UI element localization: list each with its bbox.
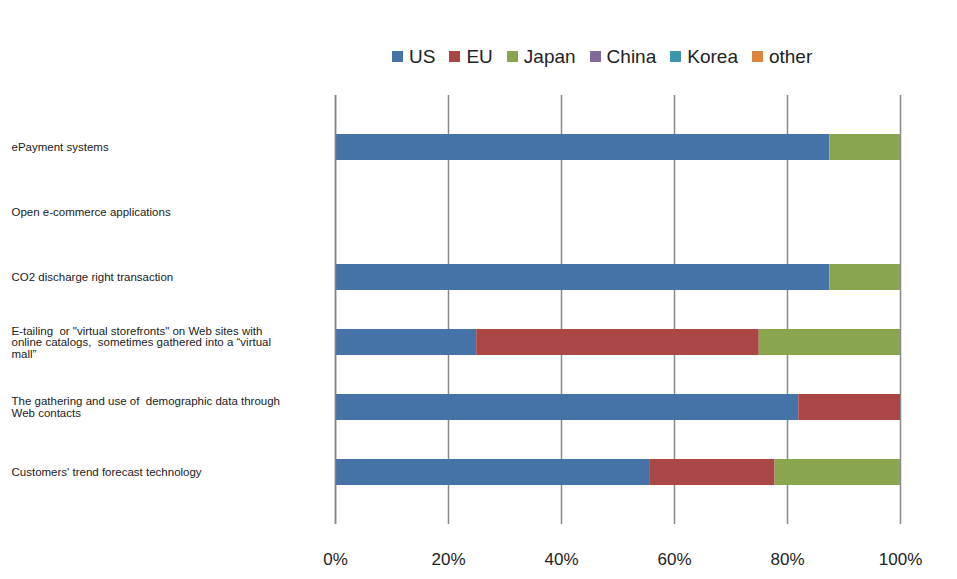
svg-text:0%: 0% bbox=[323, 550, 348, 569]
html-text:other: other bbox=[769, 46, 813, 67]
svg-text:60%: 60% bbox=[657, 550, 691, 569]
svg-text:ePayment systems: ePayment systems bbox=[12, 141, 109, 153]
svg-text:Customers' trend forecast tech: Customers' trend forecast technology bbox=[12, 466, 202, 478]
html-text:Japan: Japan bbox=[523, 46, 576, 67]
svg-text:E-tailing or "virtual storefr: E-tailing or "virtual storefronts" on We… bbox=[12, 325, 272, 360]
svg-text:20%: 20% bbox=[431, 550, 465, 569]
svg-text:40%: 40% bbox=[544, 550, 578, 569]
html-text:China: China bbox=[606, 46, 657, 67]
html-text:US: US bbox=[409, 46, 436, 67]
html-text:EU: EU bbox=[466, 46, 493, 67]
svg-text:The gathering and use of demo: The gathering and use of demographic dat… bbox=[12, 395, 281, 419]
html-text:Korea: Korea bbox=[687, 46, 738, 67]
svg-text:CO2 discharge right transactio: CO2 discharge right transaction bbox=[12, 271, 174, 283]
svg-text:100%: 100% bbox=[879, 550, 922, 569]
svg-text:Open e-commerce applications: Open e-commerce applications bbox=[12, 206, 171, 218]
svg-text:80%: 80% bbox=[770, 550, 804, 569]
